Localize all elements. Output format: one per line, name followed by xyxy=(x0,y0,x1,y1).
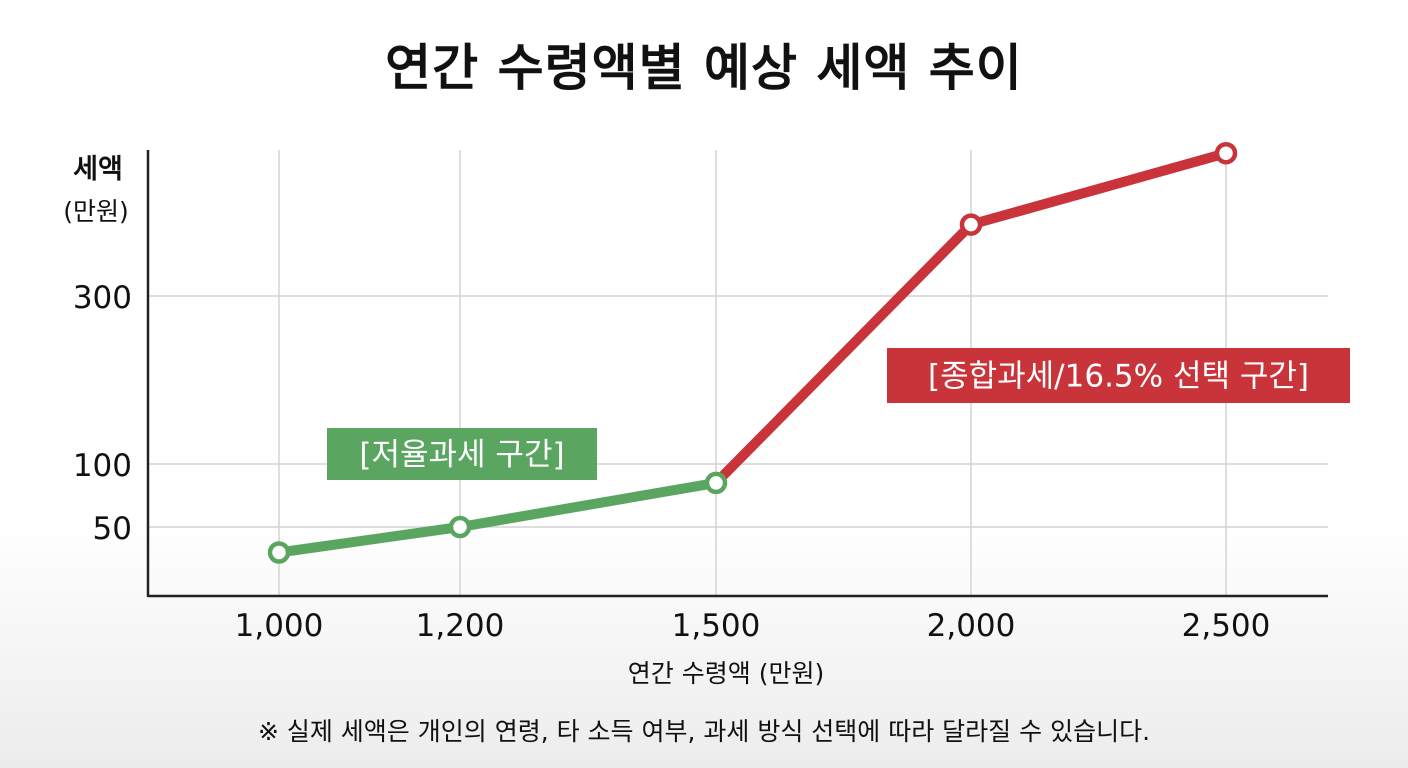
x-axis-title: 연간 수령액 (만원) xyxy=(628,659,824,688)
data-point-1500 xyxy=(704,471,728,495)
x-tick-label-2500: 2,500 xyxy=(1182,608,1271,644)
footnote: ※ 실제 세액은 개인의 연령, 타 소득 여부, 과세 방식 선택에 따라 달… xyxy=(257,717,1151,746)
data-points xyxy=(267,141,1238,564)
y-axis-title-line1: 세액 xyxy=(73,154,123,185)
data-point-1000 xyxy=(267,541,291,564)
y-tick-label-50: 50 xyxy=(93,511,132,547)
data-point-2000 xyxy=(959,213,983,236)
x-tick-labels: 1,000 1,200 1,500 2,000 2,500 xyxy=(235,608,1271,644)
y-tick-label-300: 300 xyxy=(73,280,132,316)
x-tick-label-2000: 2,000 xyxy=(927,608,1016,644)
x-tick-label-1500: 1,500 xyxy=(672,608,761,644)
axes xyxy=(146,150,1328,598)
y-axis-title: 세액 (만원) xyxy=(63,154,129,226)
data-point-2500 xyxy=(1214,141,1238,165)
y-axis-title-line2: (만원) xyxy=(63,197,129,226)
segment-label-green: [저율과세 구간] xyxy=(359,437,564,473)
x-tick-label-1000: 1,000 xyxy=(235,608,324,644)
segment-label-red: [종합과세/16.5% 선택 구간] xyxy=(928,359,1309,395)
segment-badge-green xyxy=(327,428,597,480)
segment-badge-red xyxy=(887,348,1350,403)
x-tick-label-1200: 1,200 xyxy=(416,608,505,644)
data-point-1200 xyxy=(448,515,472,539)
series-line-green xyxy=(274,477,721,558)
y-tick-labels: 50 100 300 xyxy=(73,280,132,547)
y-tick-label-100: 100 xyxy=(73,448,132,484)
segment-labels: [저율과세 구간] [종합과세/16.5% 선택 구간] xyxy=(327,348,1350,480)
chart-title: 연간 수령액별 예상 세액 추이 xyxy=(385,39,1023,97)
